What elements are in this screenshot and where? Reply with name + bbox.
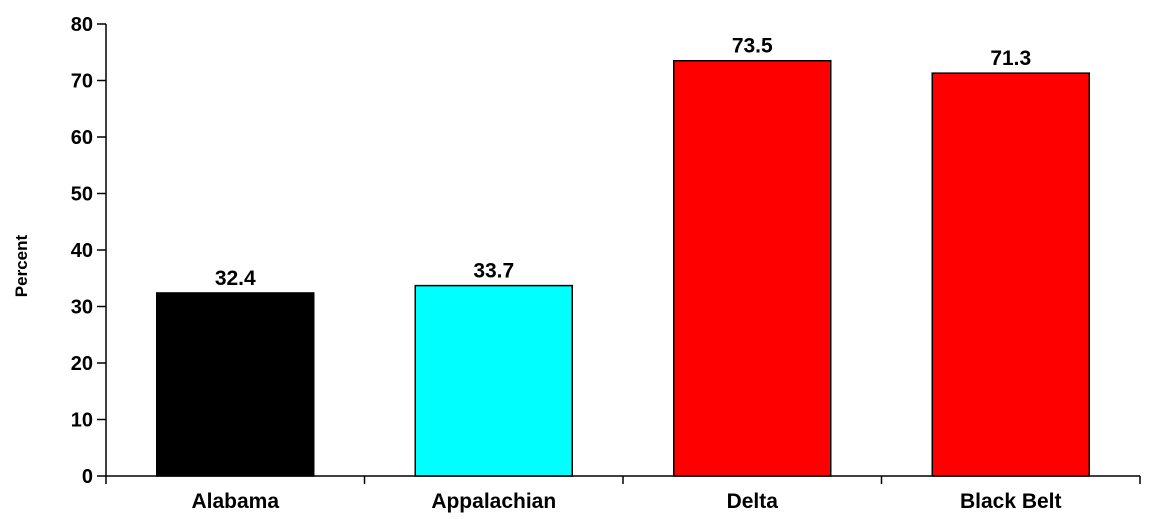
y-tick-label: 60	[71, 127, 93, 149]
y-axis-title: Percent	[12, 234, 31, 297]
category-label: Black Belt	[960, 490, 1062, 513]
y-tick-label: 70	[71, 71, 93, 93]
category-label: Delta	[727, 490, 779, 513]
category-label: Alabama	[191, 490, 279, 513]
bar-alabama	[156, 292, 315, 477]
bar-appalachian	[414, 284, 573, 477]
y-tick-label: 40	[71, 240, 93, 262]
data-label: 33.7	[473, 260, 514, 283]
bar-black-belt	[931, 72, 1090, 477]
y-tick-label: 20	[71, 353, 93, 375]
data-label: 73.5	[732, 35, 773, 58]
data-label: 71.3	[990, 47, 1031, 70]
bars-group: 32.4 33.7 73.5 71.3	[156, 35, 1090, 477]
data-label: 32.4	[215, 267, 256, 290]
category-label: Appalachian	[431, 490, 556, 513]
y-axis: 0 10 20 30 40 50 60 70 80	[71, 14, 107, 488]
y-tick-label: 0	[82, 466, 93, 488]
bar-delta	[673, 59, 832, 477]
y-tick-label: 30	[71, 297, 93, 319]
x-axis: Alabama Appalachian Delta Black Belt	[105, 475, 1141, 513]
y-tick-label: 80	[71, 14, 93, 36]
y-tick-label: 50	[71, 184, 93, 206]
y-tick-label: 10	[71, 410, 93, 432]
